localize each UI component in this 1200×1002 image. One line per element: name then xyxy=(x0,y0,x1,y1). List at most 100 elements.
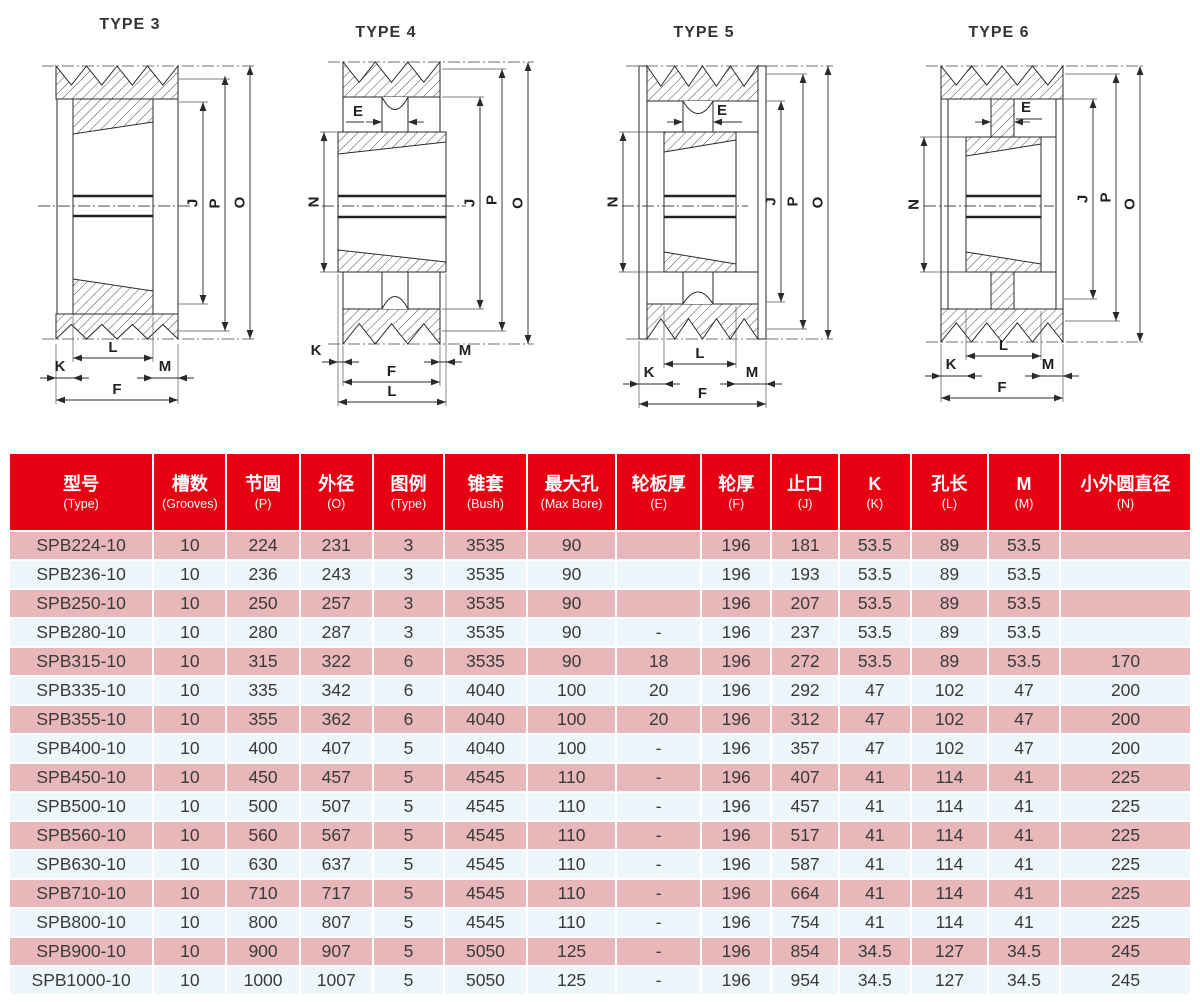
table-cell: 53.5 xyxy=(839,590,910,617)
table-cell: 53.5 xyxy=(839,648,910,675)
table-cell: 587 xyxy=(772,851,838,878)
table-cell: - xyxy=(617,851,701,878)
table-cell: 41 xyxy=(839,909,910,936)
table-cell: 567 xyxy=(300,822,372,849)
table-row-SPB280-10: SPB280-10 10 280 287 3 3535 90-196 237 53.5 89 53.… xyxy=(10,619,1190,646)
table-cell: 10 xyxy=(154,909,226,936)
svg-text:L: L xyxy=(999,337,1008,354)
table-cell xyxy=(617,590,701,617)
table-cell: 41 xyxy=(839,793,910,820)
svg-text:J: J xyxy=(1075,195,1092,203)
header-cell-3: 外径 (O) xyxy=(300,454,372,530)
table-cell: 41 xyxy=(988,880,1060,907)
table-cell: 5 xyxy=(373,764,444,791)
table-cell: 89 xyxy=(911,619,987,646)
table-cell: 10 xyxy=(154,561,226,588)
table-cell: 5 xyxy=(373,880,444,907)
table-cell: 193 xyxy=(772,561,838,588)
table-cell: 3535 xyxy=(445,648,526,675)
table-cell: 89 xyxy=(911,561,987,588)
table-cell: 89 xyxy=(911,648,987,675)
table-cell: 34.5 xyxy=(839,967,910,994)
table-cell: SPB250-10 xyxy=(10,590,153,617)
header-row: 型号 (Type) 槽数 (Grooves) 节圆 (P) 外径 (O) 图例 (Type) 锥套(… xyxy=(10,454,1190,530)
table-cell: 10 xyxy=(154,590,226,617)
table-cell: 900 xyxy=(227,938,299,965)
table-cell: 560 xyxy=(227,822,299,849)
table-cell: 90 xyxy=(527,532,616,559)
table-cell xyxy=(1061,590,1190,617)
svg-text:J: J xyxy=(185,199,202,207)
table-cell: SPB315-10 xyxy=(10,648,153,675)
table-cell: SPB900-10 xyxy=(10,938,153,965)
table-cell: 5 xyxy=(373,938,444,965)
table-row-SPB224-10: SPB224-10 10 224 231 3 3535 90 196 181 53.5 89 53.5 xyxy=(10,532,1190,559)
table-cell: 3535 xyxy=(445,561,526,588)
svg-text:N: N xyxy=(906,199,923,210)
table-cell: 196 xyxy=(702,851,771,878)
table-cell: 257 xyxy=(300,590,372,617)
table-cell: - xyxy=(617,764,701,791)
table-cell: 90 xyxy=(527,590,616,617)
table-cell: 41 xyxy=(839,880,910,907)
table-cell: 4040 xyxy=(445,735,526,762)
table-cell: 5050 xyxy=(445,938,526,965)
table-cell: 457 xyxy=(300,764,372,791)
table-row-SPB900-10: SPB900-10 10 900 907 5 5050 125-196 854 34.5 127 3… xyxy=(10,938,1190,965)
table-cell: 100 xyxy=(527,677,616,704)
svg-text:P: P xyxy=(785,196,802,206)
table-cell: 1007 xyxy=(300,967,372,994)
svg-text:L: L xyxy=(387,383,396,400)
table-cell: 196 xyxy=(702,648,771,675)
table-cell: 10 xyxy=(154,967,226,994)
table-cell: 102 xyxy=(911,706,987,733)
table-row-SPB560-10: SPB560-10 10 560 567 5 4545 110-196 517 41 114 41 2… xyxy=(10,822,1190,849)
svg-text:N: N xyxy=(306,197,323,208)
table-cell: 196 xyxy=(702,822,771,849)
table-cell: 342 xyxy=(300,677,372,704)
table-cell: SPB1000-10 xyxy=(10,967,153,994)
table-cell: 357 xyxy=(772,735,838,762)
table-cell: 53.5 xyxy=(839,532,910,559)
svg-text:M: M xyxy=(459,342,472,359)
table-cell: 41 xyxy=(988,822,1060,849)
table-cell: 322 xyxy=(300,648,372,675)
table-cell: 110 xyxy=(527,851,616,878)
spec-table: 型号 (Type) 槽数 (Grooves) 节圆 (P) 外径 (O) 图例 (Type) 锥套(… xyxy=(8,452,1192,996)
header-cell-7: 轮板厚 (E) xyxy=(617,454,701,530)
svg-text:F: F xyxy=(997,379,1006,396)
table-cell: 53.5 xyxy=(988,532,1060,559)
table-cell xyxy=(1061,532,1190,559)
header-cell-2: 节圆 (P) xyxy=(227,454,299,530)
table-cell: 196 xyxy=(702,764,771,791)
table-cell: 196 xyxy=(702,735,771,762)
table-cell: 125 xyxy=(527,938,616,965)
table-cell: 196 xyxy=(702,619,771,646)
header-cell-4: 图例 (Type) xyxy=(373,454,444,530)
svg-text:O: O xyxy=(1122,198,1139,210)
table-cell: 196 xyxy=(702,880,771,907)
svg-text:K: K xyxy=(644,364,655,381)
table-cell: 800 xyxy=(227,909,299,936)
table-cell: - xyxy=(617,793,701,820)
table-cell: 10 xyxy=(154,648,226,675)
table-cell: 90 xyxy=(527,619,616,646)
table-cell: 225 xyxy=(1061,851,1190,878)
type-4-diagram: TYPE 4 N J P O FL K M E xyxy=(306,24,534,406)
svg-text:P: P xyxy=(1098,192,1115,202)
table-cell: 10 xyxy=(154,735,226,762)
table-cell: 280 xyxy=(227,619,299,646)
table-cell: 114 xyxy=(911,851,987,878)
table-cell: 114 xyxy=(911,764,987,791)
table-cell: 53.5 xyxy=(988,648,1060,675)
table-cell: 41 xyxy=(839,822,910,849)
table-cell: 41 xyxy=(839,764,910,791)
table-cell: 3535 xyxy=(445,619,526,646)
header-cell-0: 型号 (Type) xyxy=(10,454,153,530)
table-cell: 114 xyxy=(911,909,987,936)
table-cell: 110 xyxy=(527,822,616,849)
table-cell: 507 xyxy=(300,793,372,820)
table-cell: 1000 xyxy=(227,967,299,994)
table-cell: 225 xyxy=(1061,793,1190,820)
table-cell: - xyxy=(617,909,701,936)
